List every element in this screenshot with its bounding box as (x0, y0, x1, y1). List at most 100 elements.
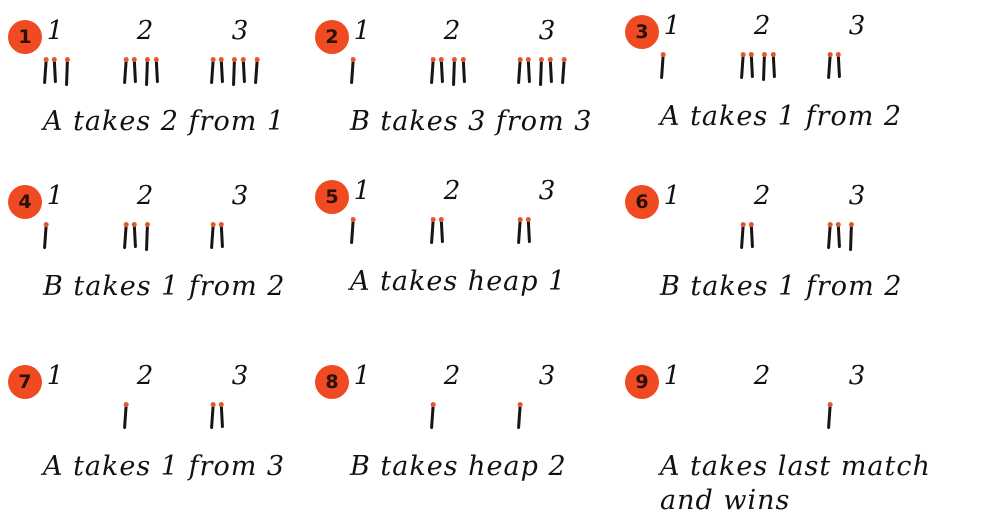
match (210, 404, 215, 430)
match (210, 224, 215, 250)
match (561, 59, 566, 85)
heap-2 (740, 54, 784, 82)
heap-3 (210, 59, 265, 87)
match (430, 59, 435, 85)
heap-label-3: 3 (848, 361, 866, 391)
heap-3 (517, 59, 572, 87)
move-caption: B takes 1 from 2 (43, 271, 286, 302)
move-caption: B takes 1 from 2 (660, 271, 903, 302)
match (430, 219, 435, 245)
heap-label-3: 3 (848, 11, 866, 41)
match (439, 59, 444, 84)
heap-label-1: 1 (663, 11, 681, 41)
step-badge: 9 (625, 365, 659, 399)
heap-label-3: 3 (231, 16, 249, 46)
heap-3 (827, 54, 849, 80)
heap-label-1: 1 (46, 361, 64, 391)
move-caption: A takes 2 from 1 (43, 106, 286, 137)
match (210, 59, 215, 85)
heap-label-3: 3 (231, 181, 249, 211)
match (145, 59, 149, 87)
match (452, 59, 456, 87)
match (762, 54, 766, 82)
match (526, 219, 531, 244)
step-badge: 3 (625, 15, 659, 49)
heap-label-3: 3 (848, 181, 866, 211)
match (749, 54, 754, 79)
match (123, 59, 128, 85)
step-badge: 8 (315, 365, 349, 399)
match (43, 59, 48, 85)
match (65, 59, 69, 87)
heap-label-2: 2 (753, 361, 771, 391)
heap-label-1: 1 (663, 361, 681, 391)
match (827, 224, 832, 250)
heap-label-1: 1 (46, 16, 64, 46)
match (350, 59, 355, 85)
match (749, 224, 754, 249)
match (827, 54, 832, 80)
heap-3 (210, 224, 232, 250)
match (219, 404, 224, 429)
step-badge: 1 (8, 20, 42, 54)
match (154, 59, 159, 84)
match (254, 59, 259, 85)
move-caption: B takes heap 2 (350, 451, 567, 482)
heap-label-3: 3 (538, 16, 556, 46)
match (836, 54, 841, 79)
step-badge: 4 (8, 185, 42, 219)
heap-2 (430, 59, 474, 87)
match (539, 59, 543, 87)
heap-label-3: 3 (538, 176, 556, 206)
match (219, 224, 224, 249)
step-badge: 6 (625, 185, 659, 219)
match (849, 224, 853, 252)
heap-label-2: 2 (753, 181, 771, 211)
heap-label-3: 3 (231, 361, 249, 391)
match (517, 219, 522, 245)
move-caption: A takes 1 from 2 (660, 101, 903, 132)
heap-label-2: 2 (443, 361, 461, 391)
heap-label-1: 1 (353, 16, 371, 46)
match (526, 59, 531, 84)
heap-label-2: 2 (443, 16, 461, 46)
heap-label-2: 2 (136, 16, 154, 46)
move-caption: A takes last match and wins (660, 451, 931, 516)
heap-label-1: 1 (46, 181, 64, 211)
match (517, 404, 522, 430)
step-badge: 7 (8, 365, 42, 399)
match (740, 54, 745, 80)
move-caption: A takes heap 1 (350, 266, 567, 297)
heap-2 (430, 219, 452, 245)
heap-1 (350, 59, 361, 85)
step-badge: 2 (315, 20, 349, 54)
match (439, 219, 444, 244)
match (132, 224, 137, 249)
heap-1 (660, 54, 671, 80)
match (123, 404, 128, 430)
heap-label-2: 2 (136, 181, 154, 211)
heap-label-2: 2 (443, 176, 461, 206)
heap-2 (430, 404, 441, 430)
heap-label-1: 1 (353, 361, 371, 391)
heap-2 (740, 224, 762, 250)
heap-label-2: 2 (136, 361, 154, 391)
match (836, 224, 841, 249)
heap-1 (43, 59, 76, 87)
match (827, 404, 832, 430)
step-badge: 5 (315, 180, 349, 214)
heap-label-1: 1 (663, 181, 681, 211)
match (548, 59, 553, 84)
match (52, 59, 57, 84)
match (660, 54, 665, 80)
heap-1 (43, 224, 54, 250)
